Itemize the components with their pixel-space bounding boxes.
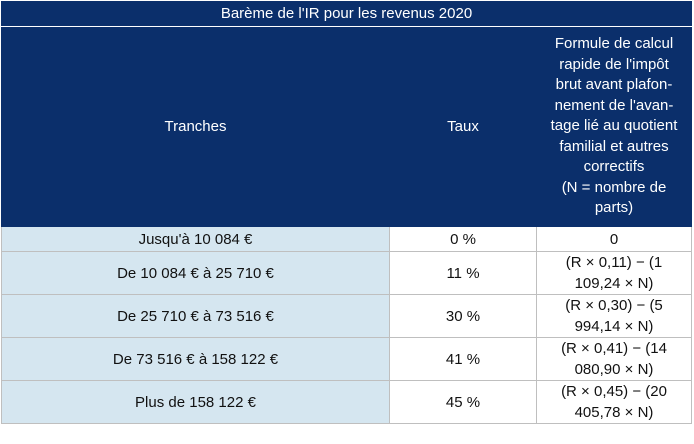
table-row: De 25 710 € à 73 516 € 30 % (R × 0,30) −… — [1, 294, 693, 338]
table-row: Jusqu'à 10 084 € 0 % 0 — [1, 226, 693, 252]
cell-tranche: De 10 084 € à 25 710 € — [1, 251, 390, 295]
cell-formule: 0 — [535, 226, 693, 252]
header-taux: Taux — [389, 26, 537, 227]
header-formule-line: nement de l'avan- — [554, 96, 674, 114]
header-formule-line: (N = nombre de — [561, 178, 667, 196]
tax-bracket-table: Barème de l'IR pour les revenus 2020 Tra… — [0, 1, 693, 424]
header-formule-line: parts) — [594, 199, 634, 217]
cell-taux: 41 % — [389, 337, 537, 381]
header-formule: Formule de calcul rapide de l'impôt brut… — [535, 26, 693, 227]
cell-tranche: Jusqu'à 10 084 € — [1, 226, 390, 252]
table-row: Plus de 158 122 € 45 % (R × 0,45) − (20 … — [1, 380, 693, 424]
cell-taux: 0 % — [389, 226, 537, 252]
cell-tranche: Plus de 158 122 € — [1, 380, 390, 424]
header-formule-line: tage lié au quotient — [550, 117, 678, 135]
header-tranches: Tranches — [1, 26, 390, 227]
cell-taux: 45 % — [389, 380, 537, 424]
header-formule-line: rapide de l'impôt — [559, 55, 669, 73]
cell-formule: (R × 0,41) − (14 080,90 × N) — [535, 337, 693, 381]
cell-tranche: De 73 516 € à 158 122 € — [1, 337, 390, 381]
cell-formule: (R × 0,45) − (20 405,78 × N) — [535, 380, 693, 424]
header-formule-line: correctifs — [583, 158, 645, 176]
header-formule-line: brut avant plafon- — [555, 76, 673, 94]
table-header-row: Tranches Taux Formule de calcul rapide d… — [1, 26, 693, 227]
table-row: De 10 084 € à 25 710 € 11 % (R × 0,11) −… — [1, 251, 693, 295]
cell-tranche: De 25 710 € à 73 516 € — [1, 294, 390, 338]
cell-formule: (R × 0,11) − (1 109,24 × N) — [535, 251, 693, 295]
header-formule-line: Formule de calcul — [554, 35, 674, 53]
cell-taux: 11 % — [389, 251, 537, 295]
table-row: De 73 516 € à 158 122 € 41 % (R × 0,41) … — [1, 337, 693, 381]
header-formule-line: familial et autres — [559, 137, 669, 155]
cell-formule: (R × 0,30) − (5 994,14 × N) — [535, 294, 693, 338]
table-title: Barème de l'IR pour les revenus 2020 — [0, 1, 693, 27]
cell-taux: 30 % — [389, 294, 537, 338]
table-title-row: Barème de l'IR pour les revenus 2020 — [0, 1, 693, 27]
